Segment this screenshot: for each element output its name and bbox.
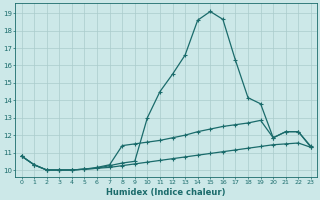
X-axis label: Humidex (Indice chaleur): Humidex (Indice chaleur)	[107, 188, 226, 197]
